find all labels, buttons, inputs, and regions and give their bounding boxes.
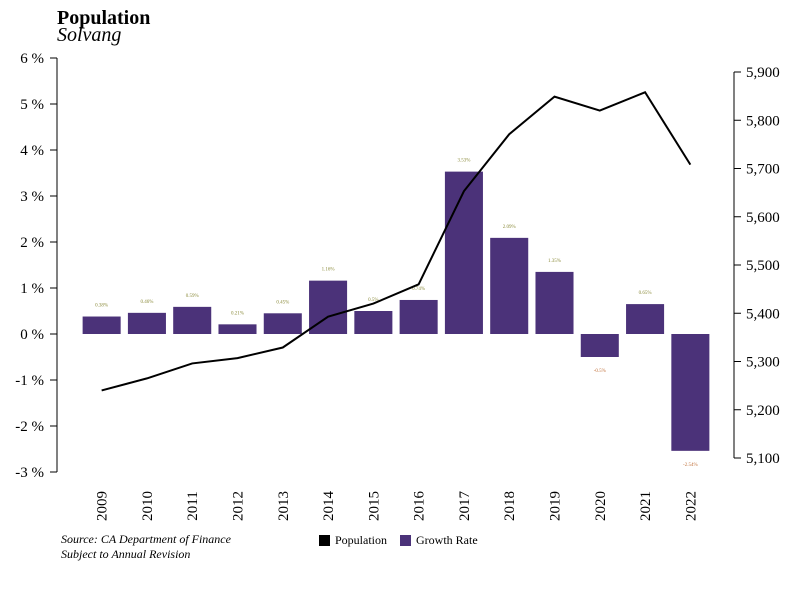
bar-data-label-2015: 0.5% bbox=[368, 298, 378, 303]
y-left-tick-label: 5 % bbox=[20, 97, 44, 113]
x-tick-label-2009: 2009 bbox=[95, 491, 111, 521]
source-line-2: Subject to Annual Revision bbox=[61, 547, 191, 561]
legend-swatch-growth-rate bbox=[400, 535, 412, 546]
bar-data-label-2021: 0.65% bbox=[639, 291, 652, 296]
source-note: Source: CA Department of Finance Subject… bbox=[61, 532, 231, 562]
bar-2018 bbox=[490, 237, 529, 334]
x-tick-label-2020: 2020 bbox=[593, 491, 609, 521]
bar-data-label-2014: 1.16% bbox=[322, 268, 335, 273]
y-right-tick-label: 5,600 bbox=[746, 210, 780, 226]
bar-data-label-2012: 0.21% bbox=[231, 311, 244, 316]
y-left-tick-label: 0 % bbox=[20, 327, 44, 343]
legend-item-population: Population bbox=[319, 533, 387, 548]
bar-data-label-2016: 0.74% bbox=[412, 287, 425, 292]
y-left-tick-label: 4 % bbox=[20, 143, 44, 159]
y-left-tick-label: -3 % bbox=[15, 465, 44, 481]
legend-label-population: Population bbox=[335, 533, 388, 547]
x-tick-label-2011: 2011 bbox=[185, 491, 201, 520]
bar-2015 bbox=[354, 311, 393, 334]
y-left-tick-label: -1 % bbox=[15, 373, 44, 389]
bar-data-label-2013: 0.45% bbox=[276, 300, 289, 305]
y-right-tick-label: 5,900 bbox=[746, 65, 780, 81]
y-left-tick-label: 1 % bbox=[20, 281, 44, 297]
x-tick-label-2013: 2013 bbox=[276, 491, 292, 521]
y-right-tick-label: 5,800 bbox=[746, 113, 780, 129]
x-tick-label-2010: 2010 bbox=[140, 491, 156, 521]
legend-label-growth-rate: Growth Rate bbox=[416, 533, 478, 547]
x-tick-label-2012: 2012 bbox=[231, 491, 247, 521]
bar-data-label-2019: 1.35% bbox=[548, 259, 561, 264]
bar-2021 bbox=[626, 304, 665, 334]
x-tick-label-2015: 2015 bbox=[366, 491, 382, 521]
bar-2009 bbox=[82, 316, 121, 334]
bar-2011 bbox=[173, 306, 212, 334]
bar-2017 bbox=[444, 171, 483, 334]
y-right-tick-label: 5,700 bbox=[746, 162, 780, 178]
x-tick-label-2022: 2022 bbox=[683, 491, 699, 521]
chart-subtitle: Solvang bbox=[57, 24, 122, 46]
x-tick-label-2019: 2019 bbox=[548, 491, 564, 521]
legend-item-growth-rate: Growth Rate bbox=[400, 533, 478, 548]
bar-data-label-2022: -2.54% bbox=[683, 463, 698, 468]
y-left-tick-label: 2 % bbox=[20, 235, 44, 251]
bar-2013 bbox=[263, 313, 302, 334]
y-right-tick-label: 5,100 bbox=[746, 451, 780, 467]
source-line-1: Source: CA Department of Finance bbox=[61, 532, 231, 546]
x-tick-label-2018: 2018 bbox=[502, 491, 518, 521]
population-line bbox=[101, 91, 692, 392]
bar-data-label-2009: 0.38% bbox=[95, 304, 108, 309]
y-right-tick-label: 5,200 bbox=[746, 403, 780, 419]
bar-data-label-2020: -0.5% bbox=[594, 369, 606, 374]
bar-2010 bbox=[127, 312, 166, 334]
y-left-tick-label: -2 % bbox=[15, 419, 44, 435]
x-tick-label-2017: 2017 bbox=[457, 491, 473, 522]
bar-data-label-2010: 0.46% bbox=[140, 300, 153, 305]
y-right-tick-label: 5,300 bbox=[746, 355, 780, 371]
x-tick-label-2016: 2016 bbox=[412, 491, 428, 522]
y-right-tick-label: 5,500 bbox=[746, 258, 780, 274]
x-tick-label-2021: 2021 bbox=[638, 491, 654, 521]
y-left-tick-label: 6 % bbox=[20, 51, 44, 67]
chart-title: Population bbox=[57, 7, 151, 29]
bar-data-label-2017: 3.53% bbox=[457, 159, 470, 164]
bar-2019 bbox=[535, 271, 574, 334]
x-tick-label-2014: 2014 bbox=[321, 491, 337, 522]
bar-data-label-2018: 2.09% bbox=[503, 225, 516, 230]
bar-2012 bbox=[218, 324, 257, 334]
y-right-tick-label: 5,400 bbox=[746, 306, 780, 322]
legend-swatch-population bbox=[319, 535, 330, 546]
legend: Population Growth Rate bbox=[319, 533, 491, 548]
bar-2020 bbox=[580, 334, 619, 357]
bar-2016 bbox=[399, 299, 438, 334]
bar-2022 bbox=[671, 334, 710, 451]
bar-data-label-2011: 0.59% bbox=[186, 294, 199, 299]
y-left-tick-label: 3 % bbox=[20, 189, 44, 205]
